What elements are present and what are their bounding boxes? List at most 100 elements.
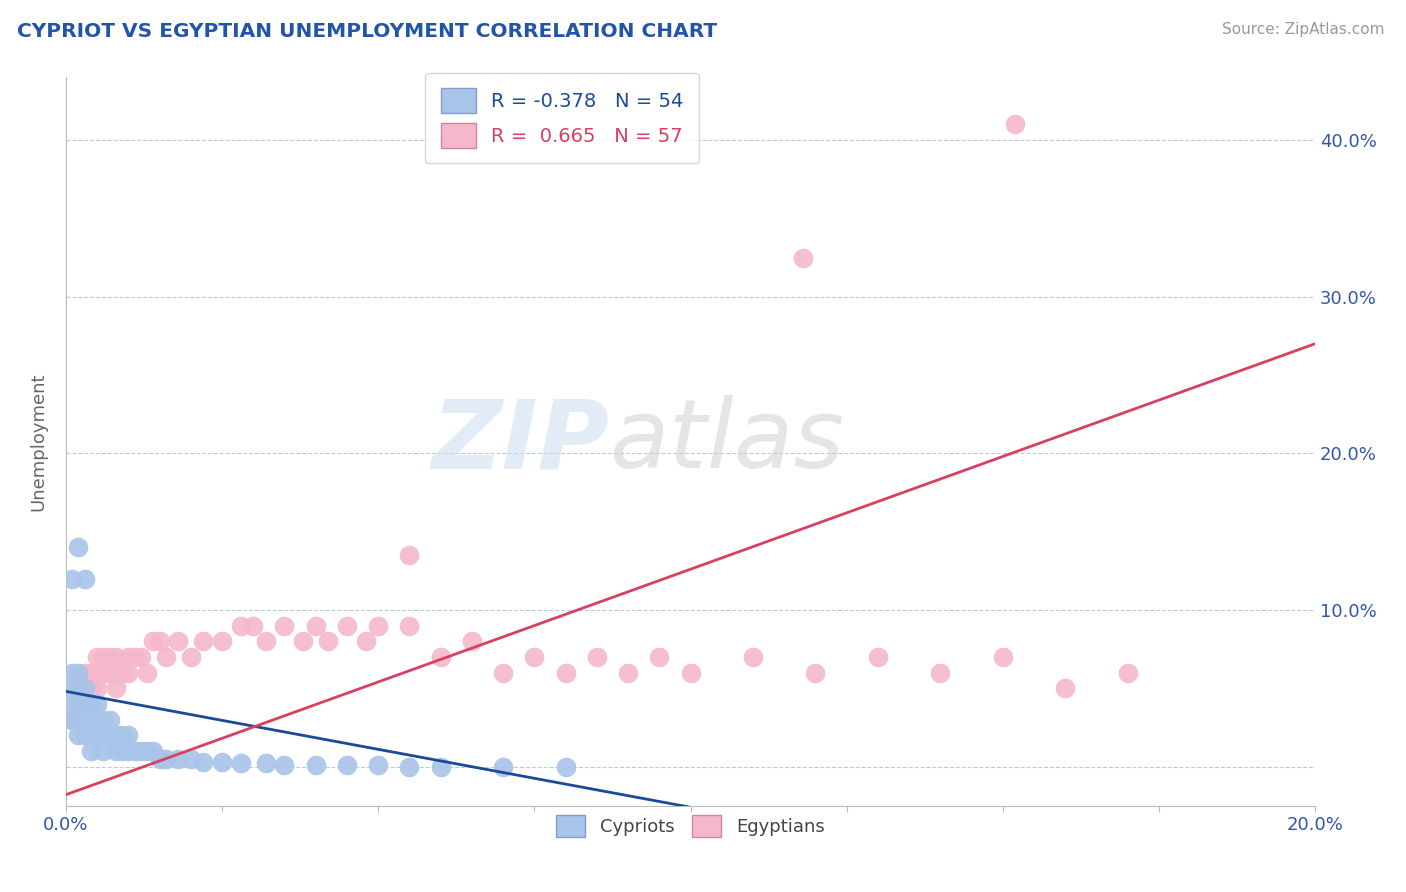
Legend: Cypriots, Egyptians: Cypriots, Egyptians xyxy=(550,807,832,844)
Point xyxy=(142,744,165,758)
Point xyxy=(429,759,451,773)
Point xyxy=(91,713,114,727)
Point xyxy=(367,758,389,772)
Point xyxy=(117,665,139,680)
Point xyxy=(211,634,233,648)
Point xyxy=(60,713,83,727)
Point xyxy=(167,634,190,648)
Point xyxy=(98,649,121,664)
Point xyxy=(136,665,159,680)
Point xyxy=(124,649,146,664)
Point xyxy=(273,618,295,632)
Y-axis label: Unemployment: Unemployment xyxy=(30,372,46,511)
Point xyxy=(104,681,127,696)
Point xyxy=(316,634,339,648)
Point xyxy=(804,665,827,680)
Point xyxy=(111,665,134,680)
Point xyxy=(492,665,515,680)
Point xyxy=(367,618,389,632)
Point xyxy=(104,744,127,758)
Point xyxy=(98,713,121,727)
Point xyxy=(554,665,576,680)
Point xyxy=(742,649,765,664)
Point xyxy=(792,251,814,265)
Point xyxy=(336,758,359,772)
Point xyxy=(80,744,103,758)
Point xyxy=(273,758,295,772)
Point xyxy=(67,713,90,727)
Point xyxy=(585,649,607,664)
Point xyxy=(1116,665,1139,680)
Point xyxy=(211,755,233,769)
Point xyxy=(91,744,114,758)
Point xyxy=(336,618,359,632)
Point xyxy=(67,681,90,696)
Point xyxy=(91,649,114,664)
Point xyxy=(98,665,121,680)
Point xyxy=(104,649,127,664)
Point xyxy=(354,634,377,648)
Point xyxy=(86,728,108,742)
Point xyxy=(254,756,277,771)
Point xyxy=(86,697,108,711)
Point xyxy=(86,713,108,727)
Point xyxy=(60,713,83,727)
Point xyxy=(398,548,420,562)
Text: ZIP: ZIP xyxy=(432,395,609,488)
Point xyxy=(91,665,114,680)
Point xyxy=(229,618,252,632)
Point xyxy=(73,697,96,711)
Point xyxy=(523,649,546,664)
Point xyxy=(129,744,152,758)
Point xyxy=(193,634,215,648)
Point xyxy=(60,681,83,696)
Text: Source: ZipAtlas.com: Source: ZipAtlas.com xyxy=(1222,22,1385,37)
Point xyxy=(80,728,103,742)
Point xyxy=(67,697,90,711)
Point xyxy=(492,759,515,773)
Point xyxy=(142,634,165,648)
Point xyxy=(80,681,103,696)
Text: atlas: atlas xyxy=(609,395,844,488)
Point xyxy=(60,697,83,711)
Point xyxy=(398,618,420,632)
Point xyxy=(117,649,139,664)
Point xyxy=(86,681,108,696)
Point xyxy=(80,713,103,727)
Point xyxy=(679,665,702,680)
Point xyxy=(117,744,139,758)
Point xyxy=(73,713,96,727)
Point xyxy=(229,756,252,771)
Point xyxy=(193,755,215,769)
Point xyxy=(60,665,83,680)
Point xyxy=(461,634,484,648)
Point xyxy=(155,752,177,766)
Point xyxy=(180,649,202,664)
Point xyxy=(111,728,134,742)
Point xyxy=(73,728,96,742)
Point xyxy=(242,618,264,632)
Point xyxy=(73,697,96,711)
Point xyxy=(117,728,139,742)
Point xyxy=(67,697,90,711)
Point xyxy=(73,665,96,680)
Point xyxy=(98,728,121,742)
Point xyxy=(67,681,90,696)
Point xyxy=(129,649,152,664)
Point xyxy=(305,618,328,632)
Point xyxy=(67,665,90,680)
Point xyxy=(254,634,277,648)
Point xyxy=(554,759,576,773)
Point xyxy=(67,728,90,742)
Point xyxy=(91,728,114,742)
Point xyxy=(73,681,96,696)
Point xyxy=(80,697,103,711)
Point xyxy=(167,752,190,766)
Point xyxy=(67,541,90,555)
Point xyxy=(148,634,170,648)
Point xyxy=(148,752,170,766)
Point xyxy=(429,649,451,664)
Point xyxy=(86,649,108,664)
Point xyxy=(111,744,134,758)
Point xyxy=(991,649,1014,664)
